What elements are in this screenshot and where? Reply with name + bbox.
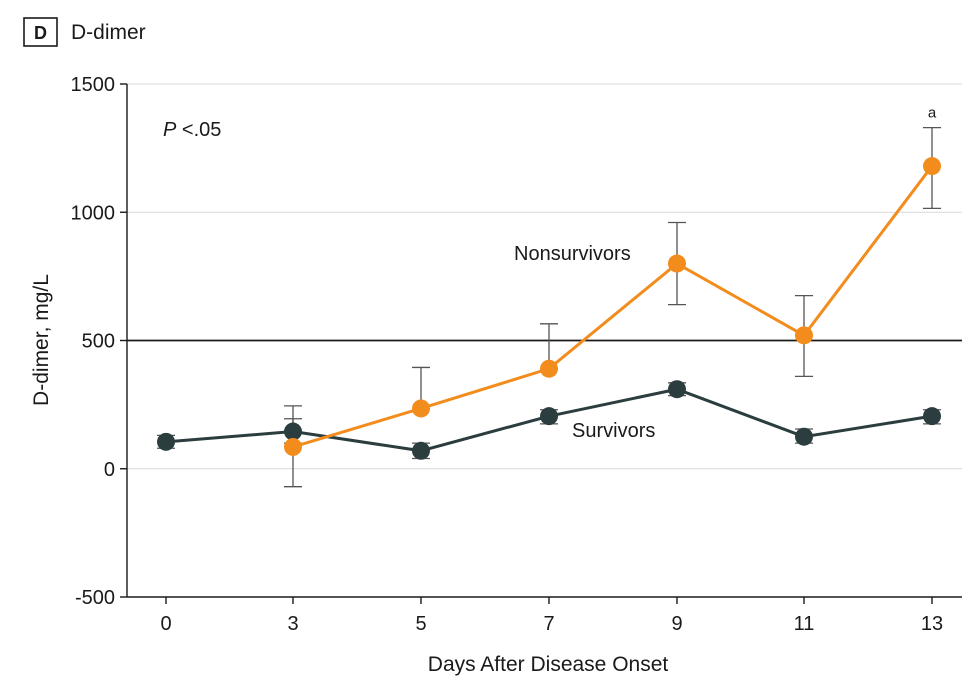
y-axis-title: D-dimer, mg/L <box>30 274 53 406</box>
x-axis-title: Days After Disease Onset <box>428 653 669 676</box>
data-point-nonsurvivors-11 <box>795 326 813 345</box>
y-tick-label-1500: 1500 <box>71 74 116 96</box>
significance-marker: a <box>928 105 937 122</box>
x-tick-label-5: 5 <box>415 613 426 635</box>
ticks: -500 0 500 1000 1500 0 3 5 7 9 11 13 <box>71 74 944 635</box>
p-value-annotation: P <.05 <box>163 119 221 141</box>
panel-title: D-dimer <box>71 21 146 44</box>
data-points <box>157 157 941 460</box>
panel-header: D D-dimer <box>23 17 146 47</box>
series-label-survivors: Survivors <box>572 420 655 442</box>
y-tick-label-0: 0 <box>104 459 115 481</box>
data-point-nonsurvivors-9 <box>668 254 686 273</box>
series-label-nonsurvivors: Nonsurvivors <box>514 243 631 265</box>
data-point-survivors-11 <box>795 427 813 446</box>
x-tick-label-11: 11 <box>794 613 815 635</box>
data-point-nonsurvivors-3 <box>284 437 302 456</box>
x-tick-label-13: 13 <box>921 613 943 635</box>
y-tick-label-500: 500 <box>82 331 115 353</box>
data-point-survivors-0 <box>157 432 175 451</box>
data-point-survivors-9 <box>668 380 686 399</box>
data-point-survivors-7 <box>540 407 558 426</box>
panel-badge-box <box>23 17 58 47</box>
panel-badge: D <box>34 23 47 43</box>
data-point-survivors-5 <box>412 441 430 460</box>
y-tick-label--500: -500 <box>75 587 115 609</box>
data-point-nonsurvivors-5 <box>412 399 430 418</box>
data-point-nonsurvivors-7 <box>540 359 558 378</box>
data-point-nonsurvivors-13 <box>923 157 941 176</box>
x-tick-label-3: 3 <box>287 613 298 635</box>
y-tick-label-1000: 1000 <box>71 202 116 224</box>
data-point-survivors-13 <box>923 407 941 426</box>
x-tick-label-0: 0 <box>160 613 171 635</box>
p-value-threshold: <.05 <box>176 119 221 141</box>
gridlines <box>127 83 962 470</box>
series-line-nonsurvivors <box>292 165 934 449</box>
x-tick-label-9: 9 <box>671 613 682 635</box>
x-tick-label-7: 7 <box>543 613 554 635</box>
p-value-italic: P <box>163 119 177 141</box>
data-point-survivors-3 <box>284 422 302 441</box>
